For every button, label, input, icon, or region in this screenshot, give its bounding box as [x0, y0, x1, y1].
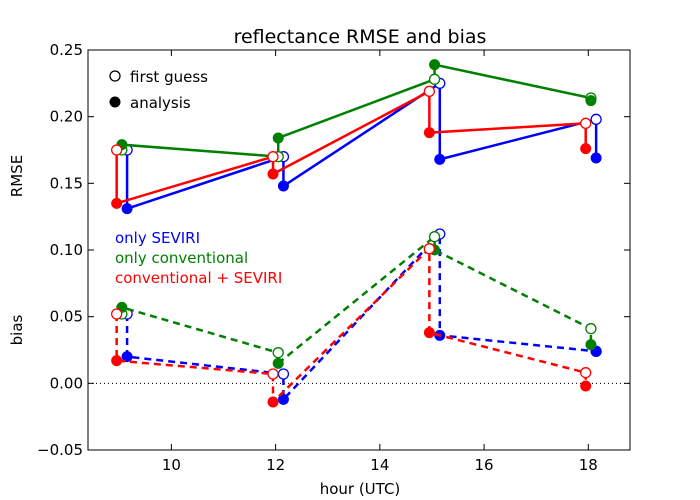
series-line-rmse-only-conventional [120, 63, 593, 159]
analysis-point-bias-conventional-seviri [580, 380, 592, 392]
analysis-point-bias-conventional-seviri [267, 396, 279, 408]
analysis-point-bias-only-conventional [585, 339, 597, 351]
x-tick-label: 16 [475, 456, 494, 474]
series-line-bias-conventional-seviri [115, 245, 587, 405]
analysis-point-rmse-only-seviri [434, 153, 446, 165]
analysis-point-rmse-only-conventional [585, 95, 597, 107]
first-guess-point-rmse-only-conventional [428, 73, 441, 85]
chart-title: reflectance RMSE and bias [234, 26, 487, 48]
analysis-point-rmse-only-seviri [277, 180, 289, 192]
analysis-point-rmse-only-seviri [121, 203, 133, 215]
first-guess-point-bias-only-conventional [428, 231, 441, 243]
x-tick-label: 12 [266, 456, 285, 474]
first-guess-point-rmse-conventional-seviri [111, 144, 123, 156]
analysis-point-rmse-conventional-seviri [111, 197, 123, 209]
x-tick-label: 14 [370, 456, 389, 474]
first-guess-point-bias-only-conventional [585, 323, 597, 335]
legend-analysis-marker [109, 96, 121, 108]
y-axis-label-bias: bias [8, 314, 26, 345]
y-tick-label: 0.00 [50, 374, 83, 392]
y-tick-label: 0.15 [50, 174, 83, 192]
first-guess-point-bias-only-seviri [277, 368, 290, 380]
first-guess-point-rmse-conventional-seviri [423, 85, 436, 97]
x-tick-label: 18 [579, 456, 598, 474]
plot-area [88, 59, 630, 408]
x-tick-label: 10 [162, 456, 181, 474]
analysis-point-bias-only-seviri [277, 393, 289, 405]
y-tick-label: 0.20 [50, 108, 83, 126]
x-axis-label: hour (UTC) [320, 480, 401, 498]
analysis-point-rmse-conventional-seviri [267, 168, 279, 180]
analysis-point-rmse-only-seviri [590, 152, 602, 164]
y-tick-label: 0.05 [50, 308, 83, 326]
legend-experiment-label: only conventional [115, 249, 248, 267]
first-guess-point-rmse-conventional-seviri [580, 117, 592, 129]
first-guess-point-rmse-conventional-seviri [267, 151, 279, 163]
first-guess-point-bias-only-conventional [272, 347, 284, 359]
legend-experiment-label: only SEVIRI [115, 229, 200, 247]
first-guess-point-bias-conventional-seviri [423, 243, 436, 255]
series-line-rmse-conventional-seviri [115, 89, 587, 206]
analysis-point-rmse-only-conventional [429, 59, 441, 71]
legend-experiments: only SEVIRI only conventional conventional… [115, 229, 282, 287]
analysis-point-rmse-conventional-seviri [423, 127, 435, 139]
legend-analysis-label: analysis [130, 94, 191, 112]
first-guess-point-bias-conventional-seviri [111, 308, 123, 320]
analysis-point-rmse-conventional-seviri [580, 143, 592, 155]
first-guess-point-bias-conventional-seviri [580, 367, 592, 379]
y-tick-label: −0.05 [37, 441, 83, 459]
y-tick-label: 0.10 [50, 241, 83, 259]
analysis-point-bias-conventional-seviri [423, 327, 435, 339]
first-guess-point-bias-conventional-seviri [267, 368, 279, 380]
legend-markers: first guess analysis [109, 68, 208, 112]
y-tick-label: 0.25 [50, 41, 83, 59]
legend-first-guess-label: first guess [130, 68, 208, 86]
axes: 10 12 14 16 18 −0.05 0.00 0.05 0.10 0.15 0.20 0.25 [37, 41, 631, 474]
legend-first-guess-marker [109, 70, 121, 82]
analysis-point-bias-conventional-seviri [111, 355, 123, 367]
series-line-rmse-only-seviri [125, 81, 598, 211]
analysis-point-bias-only-conventional [272, 357, 284, 369]
y-axis-label-rmse: RMSE [8, 155, 26, 197]
series-line-bias-only-conventional [120, 234, 593, 366]
legend-experiment-label: conventional + SEVIRI [115, 269, 282, 287]
first-guess-point-rmse-only-seviri [590, 113, 602, 125]
analysis-point-rmse-only-conventional [272, 132, 284, 144]
analysis-point-bias-only-seviri [121, 351, 133, 363]
